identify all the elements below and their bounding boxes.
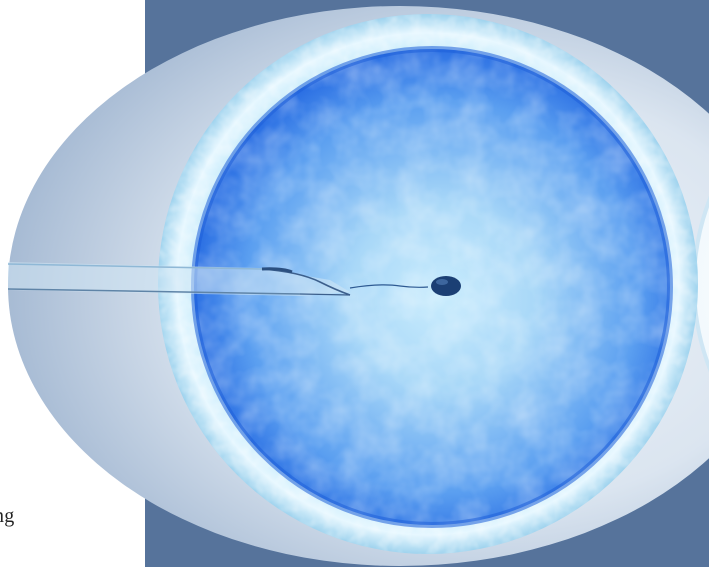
micropipette-icon [7,262,351,296]
caption-fragment: ng [0,505,15,527]
sperm-icon [349,276,461,296]
oocyte-icon [158,14,698,554]
sperm-head [431,276,461,296]
